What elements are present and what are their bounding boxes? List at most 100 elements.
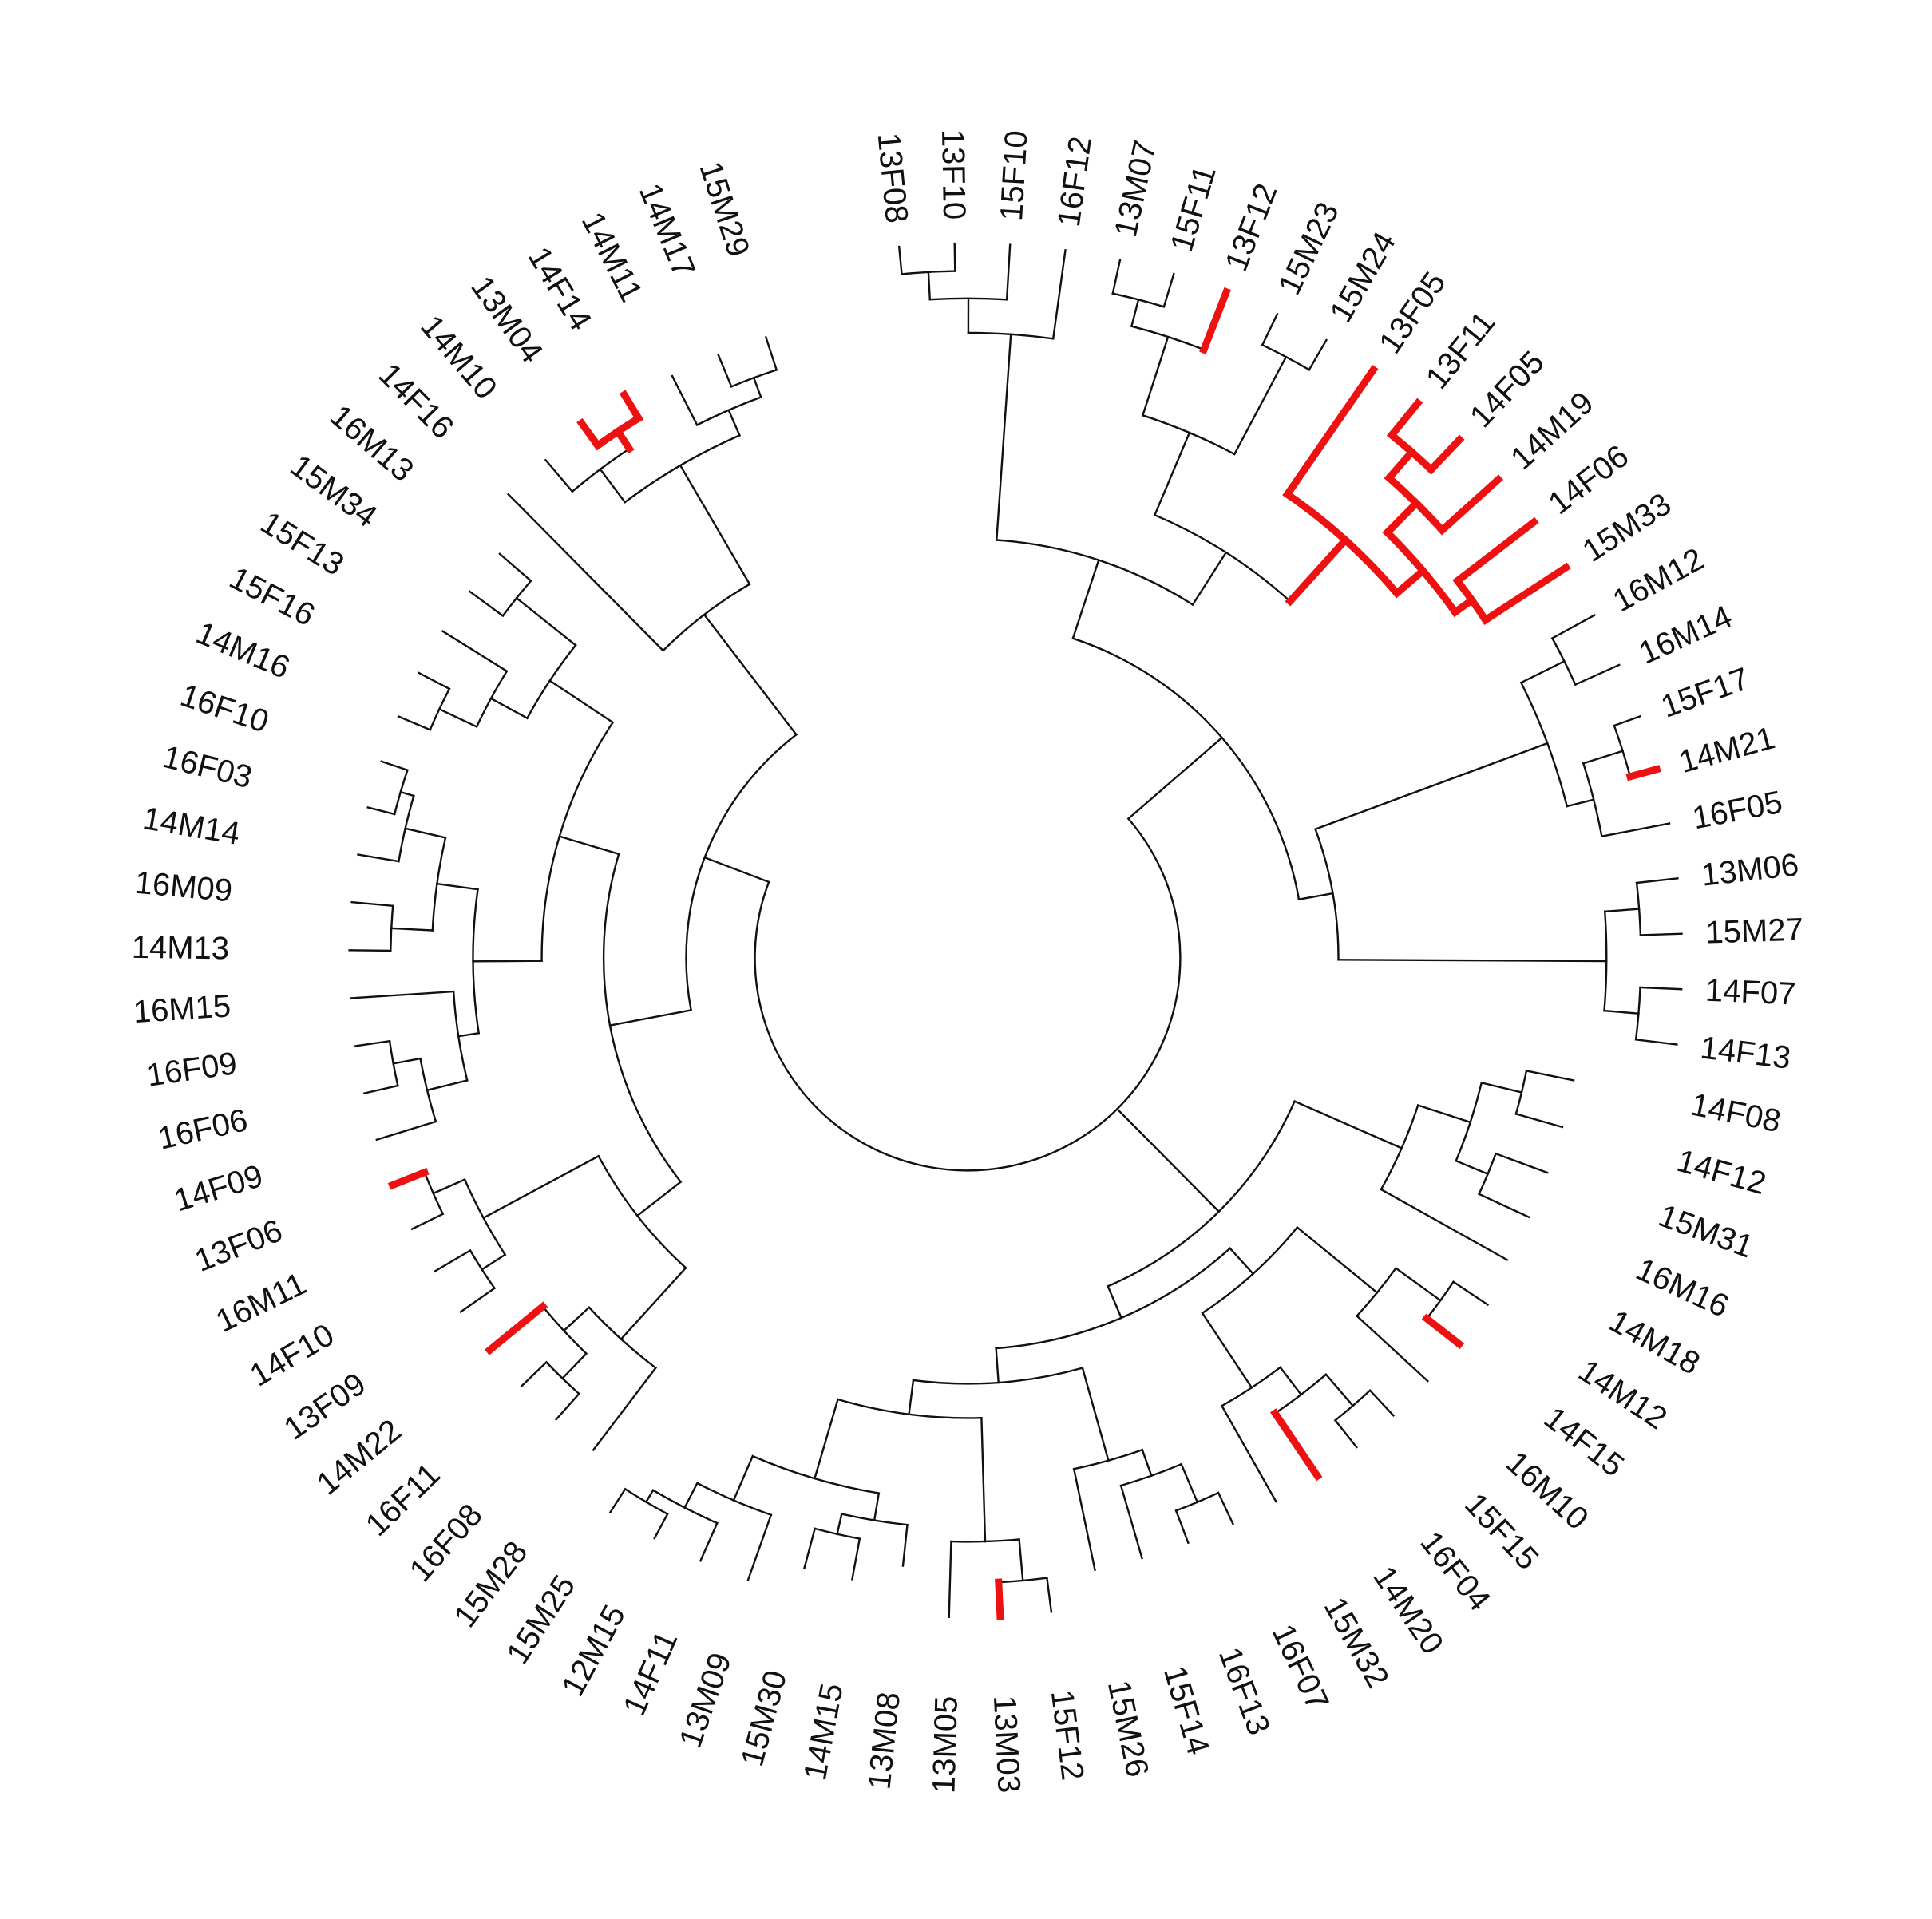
connector-arc xyxy=(1111,292,1166,308)
tip-label-14F10: 14F10 xyxy=(244,1317,340,1393)
tip-label-15M29: 15M29 xyxy=(692,157,756,261)
tip-label-13F10: 13F10 xyxy=(935,129,972,220)
tip-branch-13M08 xyxy=(901,1523,909,1567)
connector-arc xyxy=(661,583,751,652)
tip-branch-15F15 xyxy=(1368,1389,1396,1417)
tip-branch-14F05 xyxy=(1426,434,1465,475)
radial-branch xyxy=(1285,535,1351,607)
tip-branch-16F06 xyxy=(362,1084,399,1095)
connector-arc xyxy=(685,733,798,1011)
radial-branch xyxy=(1071,559,1100,640)
radial-branch xyxy=(1603,908,1641,913)
tip-label-16M14: 16M14 xyxy=(1634,599,1738,671)
tip-branch-14F06 xyxy=(1452,516,1539,586)
radial-branch xyxy=(1324,1373,1355,1407)
tip-label-13F08: 13F08 xyxy=(871,131,915,224)
tip-label-16F05: 16F05 xyxy=(1689,785,1785,837)
tip-label-14M16: 14M16 xyxy=(191,615,295,686)
tip-branch-13F10 xyxy=(953,242,956,272)
tip-branch-13F05 xyxy=(1282,365,1379,500)
radial-branch xyxy=(752,376,762,399)
radial-branch xyxy=(558,835,620,856)
radial-branch xyxy=(562,1306,591,1332)
radial-branch xyxy=(392,1057,422,1065)
tip-label-16M11: 16M11 xyxy=(211,1266,312,1339)
connector-arc xyxy=(730,368,778,388)
tip-label-16M16: 16M16 xyxy=(1631,1252,1734,1324)
radial-branch xyxy=(1141,1448,1153,1478)
tip-branch-14F12 xyxy=(1514,1112,1564,1129)
tip-branch-14M20 xyxy=(1269,1408,1323,1482)
connector-arc xyxy=(1174,1491,1220,1512)
tip-branch-16F05 xyxy=(1600,822,1671,838)
radial-branch xyxy=(515,596,577,647)
tip-branch-13F09 xyxy=(459,1287,497,1314)
radial-branch xyxy=(927,271,932,301)
radial-branch xyxy=(908,1379,915,1416)
connector-arc xyxy=(1072,1448,1144,1470)
connector-arc xyxy=(1455,1081,1483,1162)
connector-arc xyxy=(452,990,469,1082)
tip-label-14F07: 14F07 xyxy=(1704,973,1796,1012)
tip-branch-15M27 xyxy=(1639,932,1683,936)
tip-label-15F14: 15F14 xyxy=(1157,1662,1216,1759)
radial-branch xyxy=(481,1154,600,1220)
tip-branch-15F10 xyxy=(1005,243,1012,301)
tip-label-13M03: 13M03 xyxy=(987,1695,1027,1794)
tip-branch-16M16 xyxy=(1478,1193,1530,1219)
tip-branch-14M18 xyxy=(1380,1188,1509,1261)
tip-label-13F12: 13F12 xyxy=(1218,179,1284,276)
tip-branch-14F16 xyxy=(507,493,665,652)
radial-branch xyxy=(608,1008,693,1027)
tip-branch-14F08 xyxy=(1525,1069,1575,1082)
tip-label-12M15: 12M15 xyxy=(555,1600,632,1703)
connector-arc xyxy=(1355,1267,1398,1318)
radial-branch xyxy=(1297,892,1334,901)
radial-branch xyxy=(1337,959,1608,963)
tip-label-16M15: 16M15 xyxy=(133,988,232,1030)
radial-branch xyxy=(683,1482,699,1509)
tip-branch-15F16 xyxy=(418,671,451,690)
tip-label-15F16: 15F16 xyxy=(224,560,320,633)
radial-branch xyxy=(1296,1225,1379,1294)
tip-branch-15M34 xyxy=(468,590,505,618)
connector-arc xyxy=(429,687,451,731)
tip-label-16F07: 16F07 xyxy=(1265,1619,1336,1715)
tip-branch-14M21 xyxy=(1625,765,1661,781)
tip-branch-16M09 xyxy=(350,900,394,908)
radial-branch xyxy=(1153,431,1191,516)
tip-branch-15F17 xyxy=(1613,714,1641,727)
tip-label-16M12: 16M12 xyxy=(1607,541,1709,619)
tip-branch-15M32 xyxy=(1220,1404,1278,1503)
radial-branch xyxy=(481,1253,507,1272)
tip-branch-15M31 xyxy=(1495,1152,1549,1174)
tip-branch-15M24 xyxy=(1308,338,1328,371)
connector-arc xyxy=(1380,1103,1419,1191)
tip-branch-14M14 xyxy=(357,853,400,863)
connector-arc xyxy=(1119,1462,1183,1487)
tip-label-14F14: 14F14 xyxy=(521,241,599,337)
tip-label-14M11: 14M11 xyxy=(575,207,649,307)
connector-arc xyxy=(1333,1389,1372,1422)
tip-label-13F06: 13F06 xyxy=(190,1213,287,1279)
tip-label-14M18: 14M18 xyxy=(1603,1304,1705,1382)
connector-arc xyxy=(463,1178,507,1256)
connector-arc xyxy=(624,1487,669,1516)
tip-label-14F13: 14F13 xyxy=(1699,1030,1793,1075)
connector-arc xyxy=(597,1154,687,1269)
tip-label-15F10: 15F10 xyxy=(994,129,1035,222)
tip-branch-14F14 xyxy=(619,390,644,424)
connector-arc xyxy=(423,1171,445,1216)
tip-branch-14M10 xyxy=(544,458,574,493)
tip-branch-16M10 xyxy=(1355,1314,1429,1383)
radial-branch xyxy=(404,827,447,839)
tip-branch-14M11 xyxy=(671,374,699,427)
radial-branch xyxy=(1480,1081,1523,1094)
tip-label-15M31: 15M31 xyxy=(1654,1198,1758,1265)
tip-label-15F12: 15F12 xyxy=(1044,1688,1091,1782)
tip-branch-16F09 xyxy=(354,1039,391,1047)
tip-branch-16M14 xyxy=(1574,663,1621,686)
connector-arc xyxy=(996,539,1194,607)
radial-branch xyxy=(548,679,615,724)
tip-branch-16M15 xyxy=(349,990,455,999)
